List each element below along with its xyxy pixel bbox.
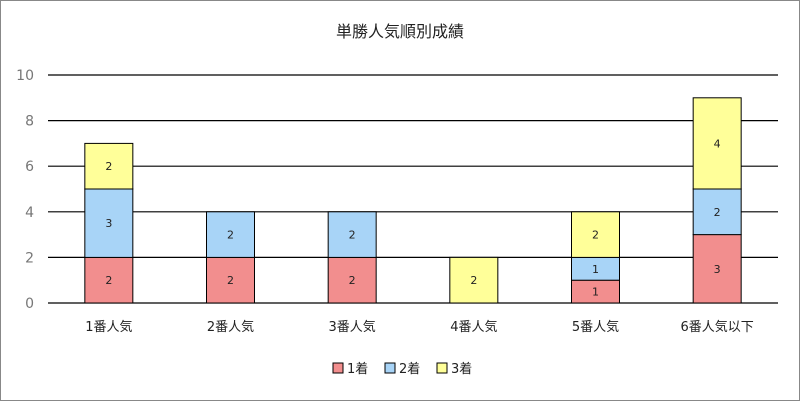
data-label: 2 bbox=[714, 206, 721, 219]
data-label: 2 bbox=[470, 274, 477, 287]
data-label: 4 bbox=[714, 137, 721, 150]
bar-segment bbox=[327, 256, 377, 304]
data-label: 3 bbox=[105, 217, 112, 230]
bar-segment bbox=[449, 256, 499, 304]
x-tick-label: 4番人気 bbox=[450, 319, 497, 335]
legend-label: 2着 bbox=[399, 361, 420, 377]
legend-label: 1着 bbox=[347, 361, 368, 377]
y-tick-label: 4 bbox=[25, 205, 34, 221]
bars: 2 3 2 2 2 2 2 2 1 1 2 3 2 4 bbox=[84, 97, 742, 304]
bar-segment bbox=[692, 234, 742, 304]
gridlines bbox=[48, 74, 778, 304]
data-label: 1 bbox=[592, 286, 599, 299]
x-tick-label: 5番人気 bbox=[572, 319, 619, 335]
y-tick-label: 2 bbox=[25, 250, 34, 266]
x-tick-label: 3番人気 bbox=[329, 319, 376, 335]
x-tick-label: 6番人気以下 bbox=[681, 319, 754, 335]
bar-segment bbox=[84, 142, 134, 190]
bar-segment bbox=[327, 211, 377, 258]
data-label: 2 bbox=[105, 160, 112, 173]
legend-swatch bbox=[384, 362, 396, 374]
data-label: 1 bbox=[592, 263, 599, 276]
y-tick-label: 6 bbox=[25, 159, 34, 175]
legend-label: 3着 bbox=[451, 361, 472, 377]
bar-segment bbox=[692, 97, 742, 190]
y-tick-label: 10 bbox=[16, 68, 34, 84]
legend-swatch bbox=[332, 362, 344, 374]
bar-segment bbox=[84, 256, 134, 304]
legend-swatch bbox=[436, 362, 448, 374]
data-label: 3 bbox=[714, 263, 721, 276]
data-label: 2 bbox=[592, 229, 599, 242]
chart-title: 単勝人気順別成績 bbox=[336, 22, 464, 41]
y-tick-label: 0 bbox=[25, 296, 34, 312]
legend: 1着 2着 3着 bbox=[332, 361, 472, 377]
y-tick-label: 8 bbox=[25, 114, 34, 130]
bar-segment bbox=[206, 211, 255, 258]
bar-segment bbox=[692, 188, 742, 236]
data-label: 2 bbox=[227, 274, 234, 287]
bar-segment bbox=[571, 211, 620, 258]
data-label: 2 bbox=[227, 229, 234, 242]
bar-segment bbox=[206, 256, 255, 304]
data-label: 2 bbox=[105, 274, 112, 287]
data-label: 2 bbox=[349, 274, 356, 287]
x-tick-label: 1番人気 bbox=[85, 319, 132, 335]
y-axis-ticks: 0 2 4 6 8 10 bbox=[16, 68, 34, 312]
bar-segment bbox=[84, 188, 134, 258]
x-axis-ticks: 1番人気 2番人気 3番人気 4番人気 5番人気 6番人気以下 bbox=[85, 319, 754, 335]
data-label: 2 bbox=[349, 229, 356, 242]
x-tick-label: 2番人気 bbox=[207, 319, 254, 335]
